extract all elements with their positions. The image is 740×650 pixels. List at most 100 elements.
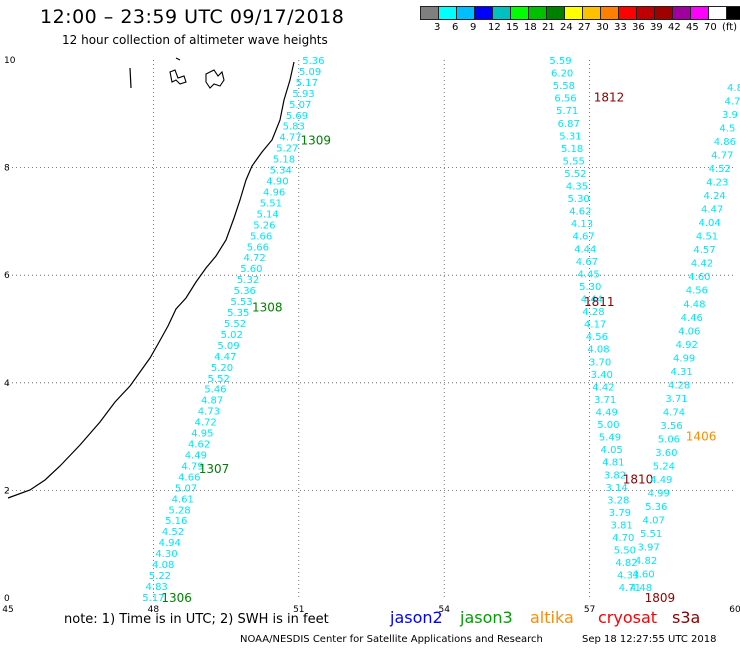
wave-height-label: 4.60 — [632, 570, 654, 581]
wave-height-label: 4.48 — [630, 583, 652, 594]
wave-height-label: 5.20 — [211, 363, 233, 374]
wave-height-label: 3.97 — [637, 543, 659, 554]
island-1 — [129, 67, 132, 89]
wave-height-label: 4.35 — [566, 182, 588, 193]
legend-altika: altika — [530, 608, 574, 627]
timestamp: Sep 18 12:27:55 UTC 2018 — [582, 634, 717, 645]
wave-height-label: 4.73 — [198, 407, 220, 418]
x-tick-label: 51 — [293, 605, 304, 615]
map-subtitle: 12 hour collection of altimeter wave hei… — [62, 33, 328, 47]
wave-height-label: 4.44 — [574, 244, 596, 255]
x-tick-labels: 45 48 51 54 57 60 — [2, 605, 740, 615]
pass-time-label: 1809 — [645, 591, 676, 605]
wave-height-label: 5.50 — [614, 546, 636, 557]
wave-height-label: 4.48 — [683, 299, 705, 310]
wave-height-label: 4.81 — [602, 458, 624, 469]
wave-height-label: 4.92 — [676, 340, 698, 351]
wave-height-label: 4.52 — [162, 527, 184, 538]
wave-height-label: 4.07 — [643, 516, 665, 527]
colorbar-swatch — [726, 6, 740, 20]
pass-time-label: 1308 — [252, 300, 283, 314]
wave-height-label: 4.79 — [181, 461, 203, 472]
wave-height-label: 4.05 — [601, 445, 623, 456]
island-3 — [205, 69, 225, 89]
wave-height-label: 4.82 — [615, 558, 637, 569]
wave-height-label: 4.86 — [714, 137, 736, 148]
wave-height-label: 4.13 — [571, 219, 593, 230]
legend-jason2: jason2 — [390, 608, 443, 627]
wave-height-label: 5.14 — [257, 209, 279, 220]
wave-height-label: 4.49 — [596, 407, 618, 418]
colorbar-label: 42 — [668, 22, 681, 33]
wave-height-label: 4.33 — [617, 571, 639, 582]
wave-height-label: 4.08 — [152, 560, 174, 571]
x-tick-label: 54 — [438, 605, 450, 615]
colorbar-label: (ft) — [722, 22, 738, 33]
x-tick-label: 45 — [2, 605, 13, 615]
x-tick-label: 60 — [729, 605, 740, 615]
colorbar-label: 24 — [560, 22, 573, 33]
pass-time-label: 1306 — [161, 591, 192, 605]
wave-height-label: 5.18 — [273, 155, 295, 166]
pass-time-label: 1309 — [300, 134, 331, 148]
pass-time-label: 1812 — [594, 91, 625, 105]
wave-height-label: 4.52 — [709, 164, 731, 175]
wave-height-label: 5.83 — [283, 122, 305, 133]
wave-height-label: 5.55 — [563, 156, 585, 167]
colorbar-label: 33 — [614, 22, 627, 33]
y-tick-label: 6 — [4, 271, 10, 281]
wave-height-label: 4.60 — [688, 272, 710, 283]
wave-height-label: 5.36 — [234, 286, 256, 297]
y-tick-label: 2 — [4, 486, 10, 496]
wave-height-label: 4.7 — [725, 96, 740, 107]
wave-height-label: 4.28 — [582, 307, 604, 318]
wave-height-label: 5.26 — [253, 220, 275, 231]
wave-height-label: 4.66 — [178, 472, 200, 483]
wave-height-label: 4.67 — [572, 232, 594, 243]
wave-height-label: 5.24 — [653, 462, 675, 473]
wave-height-label: 4.72 — [194, 418, 216, 429]
track-cryosat-desc: 5.59 6.205.58 6.565.71 6.875.31 5.185.55 5.52… — [549, 56, 653, 594]
wave-height-label: 4.47 — [701, 205, 723, 216]
wave-height-label: 5.36 — [302, 56, 324, 67]
wave-height-label: 4.8 — [727, 83, 740, 94]
pass-time-label: 1811 — [584, 295, 615, 309]
wave-height-label: 4.30 — [155, 549, 177, 560]
wave-height-label: 3.71 — [594, 395, 616, 406]
wave-height-label: 5.52 — [564, 169, 586, 180]
wave-height-label: 5.69 — [286, 111, 308, 122]
map-grid — [8, 60, 735, 598]
colorbar-label: 30 — [596, 22, 609, 33]
colorbar-labels: 3 6 9 12 15 18 21 24 27 30 33 36 39 42 45 70 (ft) — [420, 22, 740, 34]
wave-height-label: 5.09 — [217, 341, 239, 352]
wave-height-label: 5.93 — [292, 89, 314, 100]
wave-height-label: 4.28 — [668, 380, 690, 391]
satellite-tracks: 5.174.835.224.084.304.944.525.165.284.61… — [142, 56, 740, 605]
colorbar-label: 6 — [452, 22, 459, 33]
wave-height-label: 4.5 — [719, 123, 735, 134]
colorbar-label: 3 — [434, 22, 441, 33]
wave-height-label: 5.52 — [224, 319, 246, 330]
wave-height-label: 4.72 — [243, 253, 265, 264]
x-tick-label: 48 — [148, 605, 160, 615]
wave-height-label: 4.77 — [279, 133, 301, 144]
wave-height-label: 4.47 — [214, 352, 236, 363]
wave-height-label: 5.46 — [204, 385, 226, 396]
wave-height-label: 4.96 — [263, 187, 285, 198]
wave-height-label: 4.57 — [693, 245, 715, 256]
wave-height-label: 3.60 — [655, 448, 677, 459]
wave-height-label: 4.87 — [201, 396, 223, 407]
wave-height-label: 4.67 — [576, 257, 598, 268]
wave-height-label: 4.49 — [650, 475, 672, 486]
wave-height-label: 3.81 — [610, 520, 632, 531]
wave-height-label: 5.18 — [561, 144, 583, 155]
wave-height-label: 5.34 — [270, 166, 292, 177]
wave-height-label: 3.14 — [605, 483, 627, 494]
y-tick-label: 10 — [4, 56, 16, 66]
pass-time-label: 1406 — [686, 430, 717, 444]
legend-s3a: s3a — [672, 608, 701, 627]
wave-height-label: 5.35 — [227, 308, 249, 319]
wave-height-label: 3.9 — [722, 110, 738, 121]
wave-height-label: 3.82 — [604, 470, 626, 481]
